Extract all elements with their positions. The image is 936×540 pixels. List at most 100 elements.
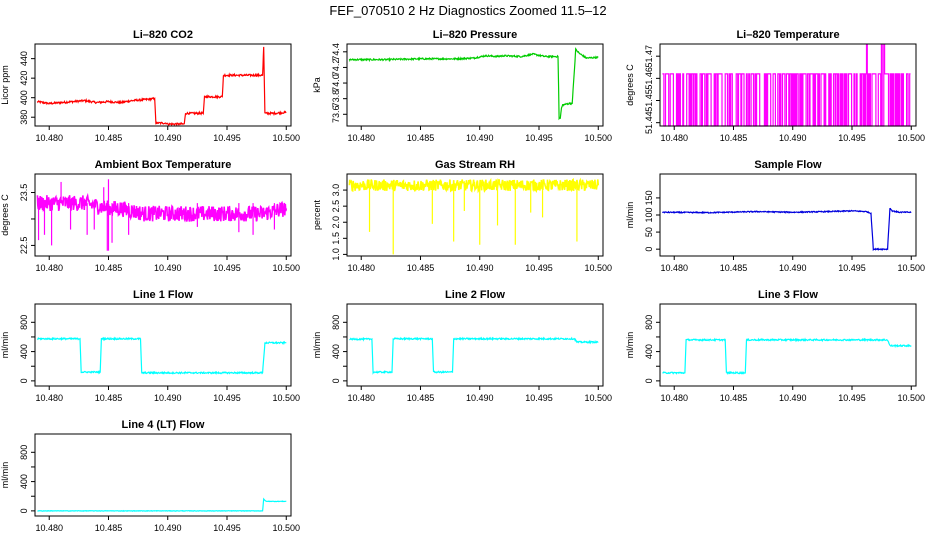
x-tick-label: 10.490 <box>779 263 807 273</box>
x-tick-label: 10.485 <box>720 263 748 273</box>
x-tick-label: 10.495 <box>213 523 241 533</box>
y-tick-label: 0 <box>19 508 29 513</box>
y-tick-label: 2.5 <box>331 200 341 213</box>
page-title: FEF_070510 2 Hz Diagnostics Zoomed 11.5–… <box>329 3 607 18</box>
chart-title: Line 1 Flow <box>133 289 193 301</box>
x-tick-label: 10.480 <box>35 393 63 403</box>
plot-frame <box>659 173 917 257</box>
x-tick-label: 10.495 <box>525 133 553 143</box>
y-tick-label: 3.0 <box>331 184 341 197</box>
y-tick-label: 74.4 <box>331 43 341 61</box>
x-tick-label: 10.480 <box>660 133 688 143</box>
x-tick-label: 10.485 <box>95 523 123 533</box>
series-line <box>36 46 287 127</box>
plot-frame <box>34 173 292 257</box>
y-tick-label: 440 <box>19 51 29 66</box>
plot-frame <box>346 303 604 387</box>
y-tick-label: 1.0 <box>331 248 341 261</box>
y-tick-label: 400 <box>644 344 654 359</box>
y-tick-label: 50 <box>644 227 654 237</box>
series-line <box>661 207 912 252</box>
series-line <box>37 497 287 512</box>
chart-panel-5: Gas Stream RH percent 10.480 10.485 10.490 10… <box>312 159 612 273</box>
x-tick-label: 10.485 <box>720 133 748 143</box>
x-tick-label: 10.485 <box>407 133 435 143</box>
x-tick-label: 10.480 <box>347 263 375 273</box>
x-tick-label: 10.495 <box>838 393 866 403</box>
y-axis-label: ml/min <box>625 332 635 359</box>
x-tick-label: 10.495 <box>838 133 866 143</box>
x-tick-label: 10.500 <box>897 393 925 403</box>
y-tick-label: 51.46 <box>644 67 654 90</box>
x-tick-label: 10.490 <box>466 263 494 273</box>
y-tick-label: 2.0 <box>331 216 341 229</box>
plot-frame <box>34 303 292 387</box>
y-tick-label: 74.0 <box>331 74 341 92</box>
plot-frame <box>34 433 292 517</box>
x-tick-label: 10.485 <box>95 133 123 143</box>
x-tick-label: 10.500 <box>584 393 612 403</box>
y-tick-label: 51.47 <box>644 45 654 68</box>
chart-title: Line 2 Flow <box>445 289 505 301</box>
series-line <box>349 336 599 375</box>
y-tick-label: 73.6 <box>331 106 341 124</box>
y-axis-label: percent <box>312 199 322 230</box>
y-axis-label: Licor ppm <box>0 65 10 105</box>
y-tick-label: 0 <box>19 378 29 383</box>
x-tick-label: 10.480 <box>347 133 375 143</box>
x-tick-label: 10.490 <box>779 133 807 143</box>
y-tick-label: 420 <box>19 71 29 86</box>
y-axis-label: ml/min <box>0 462 10 489</box>
y-tick-label: 800 <box>19 315 29 330</box>
x-tick-label: 10.485 <box>95 393 123 403</box>
x-tick-label: 10.490 <box>154 523 182 533</box>
chart-panel-10: Line 4 (LT) Flow ml/min 10.480 10.485 10.490… <box>0 419 300 533</box>
chart-title: Line 3 Flow <box>758 289 818 301</box>
x-tick-label: 10.480 <box>660 393 688 403</box>
chart-title: Li–820 Temperature <box>736 29 839 41</box>
x-tick-label: 10.490 <box>466 393 494 403</box>
x-tick-label: 10.490 <box>154 133 182 143</box>
y-tick-label: 400 <box>19 90 29 105</box>
y-tick-label: 1.5 <box>331 232 341 245</box>
x-tick-label: 10.500 <box>272 523 300 533</box>
y-axis-label: ml/min <box>312 332 322 359</box>
x-tick-label: 10.495 <box>213 263 241 273</box>
y-tick-label: 0 <box>644 378 654 383</box>
plot-frame <box>346 43 604 127</box>
y-tick-label: 74.2 <box>331 59 341 77</box>
y-tick-label: 51.45 <box>644 89 654 112</box>
y-tick-label: 800 <box>19 445 29 460</box>
x-tick-label: 10.480 <box>347 393 375 403</box>
x-tick-label: 10.495 <box>213 393 241 403</box>
y-tick-label: 800 <box>331 315 341 330</box>
series-line <box>348 177 600 194</box>
y-tick-label: 0 <box>331 378 341 383</box>
y-axis-label: ml/min <box>0 332 10 359</box>
chart-panel-8: Line 2 Flow ml/min 10.480 10.485 10.490 10.49… <box>312 289 612 403</box>
series-line <box>662 337 912 375</box>
y-axis-label: degrees C <box>625 64 635 106</box>
x-tick-label: 10.480 <box>660 263 688 273</box>
plot-frame <box>659 43 917 127</box>
y-tick-label: 400 <box>19 474 29 489</box>
chart-title: Sample Flow <box>754 159 822 171</box>
plot-frame <box>346 173 604 257</box>
plot-frame <box>659 303 917 387</box>
x-tick-label: 10.500 <box>897 263 925 273</box>
y-axis-label: degrees C <box>0 194 10 236</box>
y-tick-label: 73.8 <box>331 90 341 108</box>
x-tick-label: 10.485 <box>720 393 748 403</box>
chart-panel-2: Li–820 Pressure kPa 10.480 10.485 10.490 10.4… <box>312 29 612 143</box>
y-tick-label: 400 <box>331 344 341 359</box>
x-tick-label: 10.495 <box>213 133 241 143</box>
y-axis-label: kPa <box>312 77 322 93</box>
y-axis-label: ml/min <box>625 202 635 229</box>
x-tick-label: 10.500 <box>272 263 300 273</box>
x-tick-label: 10.485 <box>407 393 435 403</box>
y-tick-label: 800 <box>644 315 654 330</box>
chart-panel-7: Line 1 Flow ml/min 10.480 10.485 10.490 10.49… <box>0 289 300 403</box>
y-tick-label: 0 <box>644 247 654 252</box>
series-line <box>348 47 599 121</box>
